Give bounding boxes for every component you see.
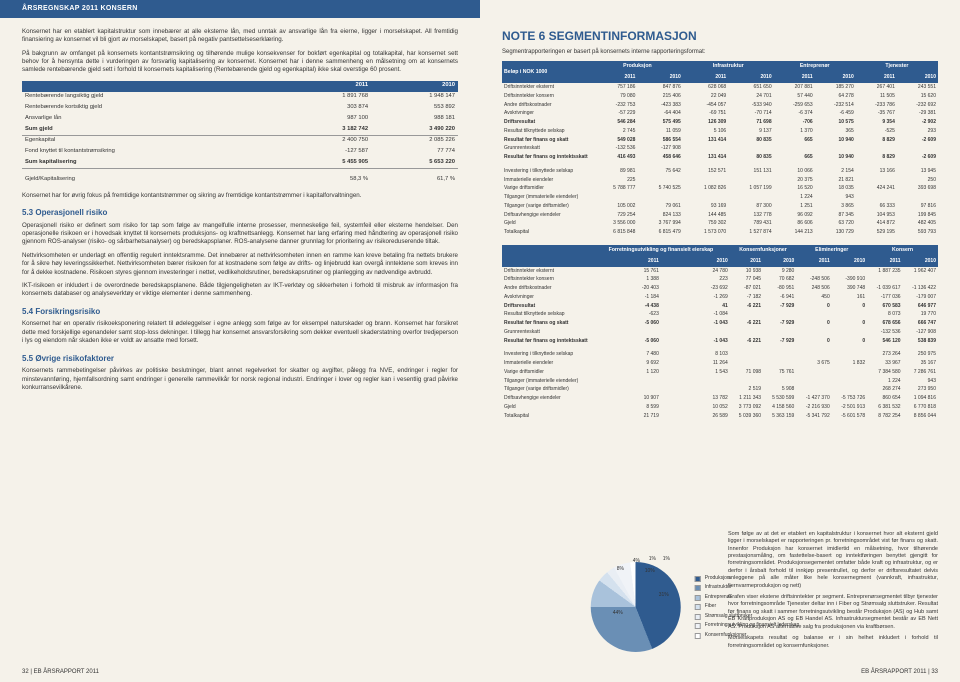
segment-table-top: Beløp i NOK 1000ProduksjonInfrastrukturE… (502, 61, 938, 237)
right-paragraphs: Som følge av at det er etablert en kapit… (728, 527, 938, 654)
cap-h2: 2010 (371, 81, 458, 92)
cap-h0 (22, 81, 284, 92)
left-footer: 32 | EB ÅRSRAPPORT 2011 (22, 668, 99, 676)
capital-table: 2011 2010 Rentebærende langsiktig gjeld1… (22, 81, 458, 186)
p53c: IKT-risikoen er inkludert i de overordne… (22, 282, 458, 299)
header-title: ÅRSREGNSKAP 2011 KONSERN (22, 5, 138, 12)
h54: 5.4 Forsikringsrisiko (22, 307, 458, 318)
intro-2: På bakgrunn av omfanget på konsernets ko… (22, 50, 458, 75)
intro-1: Konsernet har en etablert kapitalstruktu… (22, 28, 458, 45)
p53b: Nettvirksomheten er underlagt en offentl… (22, 252, 458, 277)
left-page: ÅRSREGNSKAP 2011 KONSERN Konsernet har e… (0, 0, 480, 682)
note-subtitle: Segmentrapporteringen er basert på konse… (502, 48, 938, 56)
cap-h1: 2011 (284, 81, 371, 92)
right-content: NOTE 6 SEGMENTINFORMASJON Segmentrapport… (502, 28, 938, 420)
after-1: Konsernet har for øvrig fokus på fremtid… (22, 192, 458, 200)
h53: 5.3 Operasjonell risiko (22, 208, 458, 219)
right-footer: EB ÅRSRAPPORT 2011 | 33 (861, 668, 938, 676)
p55: Konsernets rammebetingelser påvirkes av … (22, 367, 458, 392)
p53a: Operasjonell risiko er definert som risi… (22, 222, 458, 247)
p54: Konsernet har en operativ risikoeksponer… (22, 320, 458, 345)
segment-table-bottom: Forretningsutvikling og finansielt eiers… (502, 245, 938, 421)
note-title: NOTE 6 SEGMENTINFORMASJON (502, 28, 938, 44)
right-page: NOTE 6 SEGMENTINFORMASJON Segmentrapport… (480, 0, 960, 682)
pie-labels: 44% 31% 10% 4% 8% 1% 1% (591, 562, 681, 652)
header-bar: ÅRSREGNSKAP 2011 KONSERN (0, 0, 480, 18)
h55: 5.5 Øvrige risikofaktorer (22, 354, 458, 365)
left-content: Konsernet har en etablert kapitalstruktu… (22, 28, 458, 392)
